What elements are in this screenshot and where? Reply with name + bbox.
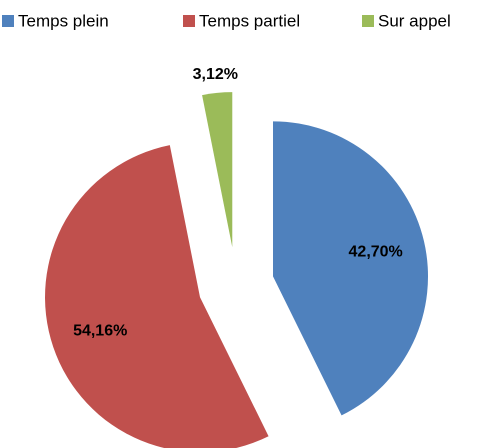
legend-label: Sur appel <box>378 11 451 30</box>
pie-slice <box>273 121 429 416</box>
data-label: 3,12% <box>193 66 238 83</box>
legend-swatch <box>2 15 14 27</box>
data-label: 54,16% <box>73 322 127 339</box>
legend-swatch <box>183 15 195 27</box>
data-label: 42,70% <box>349 244 403 261</box>
pie-slice <box>202 92 233 248</box>
legend-label: Temps partiel <box>199 11 300 30</box>
legend-label: Temps plein <box>18 11 109 30</box>
pie-slice <box>45 145 269 448</box>
legend-swatch <box>362 15 374 27</box>
